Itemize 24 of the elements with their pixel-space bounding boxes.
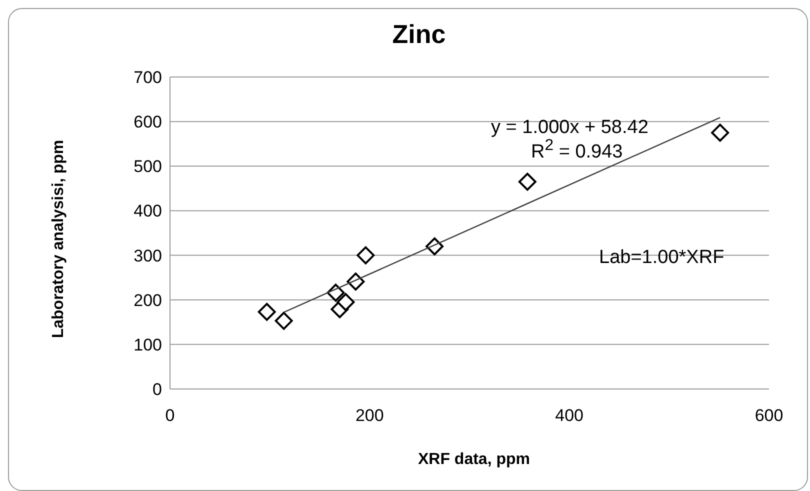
- x-tick-label: 200: [355, 406, 384, 426]
- y-tick-label: 200: [134, 290, 162, 310]
- point: [518, 172, 536, 191]
- y-tick-label: 600: [134, 112, 162, 132]
- y-tick-label: 500: [134, 157, 162, 176]
- y-tick-label: 400: [134, 202, 162, 221]
- point: [356, 246, 375, 264]
- y-tick-label: 100: [134, 335, 162, 354]
- annotation: R$^{2}$ = 0.943: [531, 137, 623, 164]
- x-tick-label: 400: [555, 406, 584, 426]
- annotation: Lab=1.00*XRF: [599, 247, 724, 269]
- point: [258, 302, 276, 321]
- chart-title: Zinc: [391, 19, 447, 50]
- y-tick-label: 700: [134, 68, 162, 88]
- point: [711, 124, 730, 142]
- x-axis-title: XRF data, ppm: [416, 451, 531, 469]
- point: [336, 293, 355, 312]
- y-axis-title: Laboratory analysisi, ppm: [50, 140, 68, 338]
- y-tick-label: 300: [134, 246, 162, 266]
- x-tick-label: 0: [165, 406, 175, 426]
- y-tick-label: 0: [152, 380, 162, 400]
- annotation: y = 1.000x + 58.42: [491, 117, 648, 139]
- point: [274, 312, 293, 330]
- x-tick-label: 600: [754, 406, 784, 426]
